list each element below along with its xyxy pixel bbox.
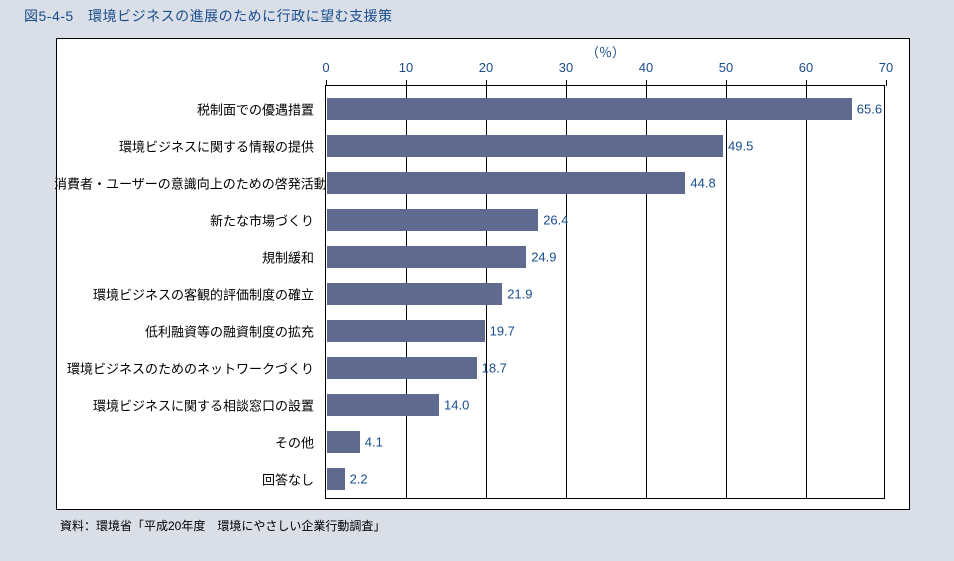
x-tick bbox=[566, 80, 567, 86]
bar bbox=[327, 357, 477, 379]
value-label: 4.1 bbox=[365, 434, 383, 449]
bar-row: 新たな市場づくり26.4 bbox=[326, 201, 884, 238]
bar bbox=[327, 431, 360, 453]
category-label: 環境ビジネスのためのネットワークづくり bbox=[54, 358, 314, 377]
bar-row: 税制面での優遇措置65.6 bbox=[326, 90, 884, 127]
bar bbox=[327, 394, 439, 416]
unit-label: （％） bbox=[586, 42, 625, 61]
bar bbox=[327, 172, 685, 194]
bar bbox=[327, 468, 345, 490]
x-tick bbox=[886, 80, 887, 86]
category-label: 環境ビジネスの客観的評価制度の確立 bbox=[54, 284, 314, 303]
x-tick-label: 60 bbox=[799, 60, 813, 75]
bar-row: 環境ビジネスに関する相談窓口の設置14.0 bbox=[326, 386, 884, 423]
x-tick bbox=[326, 80, 327, 86]
bar bbox=[327, 320, 485, 342]
bar bbox=[327, 209, 538, 231]
bar-row: 回答なし2.2 bbox=[326, 460, 884, 497]
bar-row: 環境ビジネスの客観的評価制度の確立21.9 bbox=[326, 275, 884, 312]
value-label: 24.9 bbox=[531, 249, 556, 264]
x-tick bbox=[726, 80, 727, 86]
category-label: 低利融資等の融資制度の拡充 bbox=[54, 321, 314, 340]
value-label: 19.7 bbox=[490, 323, 515, 338]
x-tick-label: 0 bbox=[322, 60, 329, 75]
x-tick-label: 10 bbox=[399, 60, 413, 75]
source-text: 資料：環境省「平成20年度 環境にやさしい企業行動調査」 bbox=[60, 517, 385, 534]
x-tick-label: 50 bbox=[719, 60, 733, 75]
x-tick-label: 40 bbox=[639, 60, 653, 75]
x-tick bbox=[486, 80, 487, 86]
value-label: 21.9 bbox=[507, 286, 532, 301]
category-label: 回答なし bbox=[54, 469, 314, 488]
value-label: 44.8 bbox=[690, 175, 715, 190]
x-tick-label: 70 bbox=[879, 60, 893, 75]
bar-row: 環境ビジネスのためのネットワークづくり18.7 bbox=[326, 349, 884, 386]
category-label: 環境ビジネスに関する相談窓口の設置 bbox=[54, 395, 314, 414]
value-label: 49.5 bbox=[728, 138, 753, 153]
chart-title: 図5-4-5 環境ビジネスの進展のために行政に望む支援策 bbox=[24, 6, 393, 26]
x-tick bbox=[406, 80, 407, 86]
value-label: 26.4 bbox=[543, 212, 568, 227]
category-label: 消費者・ユーザーの意識向上のための啓発活動 bbox=[54, 173, 314, 192]
x-tick-label: 20 bbox=[479, 60, 493, 75]
value-label: 14.0 bbox=[444, 397, 469, 412]
category-label: 新たな市場づくり bbox=[54, 210, 314, 229]
bar bbox=[327, 283, 502, 305]
bar bbox=[327, 98, 852, 120]
x-tick bbox=[806, 80, 807, 86]
category-label: その他 bbox=[54, 432, 314, 451]
bar-row: 環境ビジネスに関する情報の提供49.5 bbox=[326, 127, 884, 164]
x-tick-label: 30 bbox=[559, 60, 573, 75]
bar-row: 低利融資等の融資制度の拡充19.7 bbox=[326, 312, 884, 349]
plot-area: （％） 010203040506070税制面での優遇措置65.6環境ビジネスに関… bbox=[325, 85, 885, 499]
bar bbox=[327, 135, 723, 157]
category-label: 規制緩和 bbox=[54, 247, 314, 266]
bar-row: 規制緩和24.9 bbox=[326, 238, 884, 275]
value-label: 65.6 bbox=[857, 101, 882, 116]
chart-frame: （％） 010203040506070税制面での優遇措置65.6環境ビジネスに関… bbox=[56, 38, 910, 510]
bar-row: その他4.1 bbox=[326, 423, 884, 460]
bar bbox=[327, 246, 526, 268]
category-label: 税制面での優遇措置 bbox=[54, 99, 314, 118]
value-label: 2.2 bbox=[350, 471, 368, 486]
chart-container: 図5-4-5 環境ビジネスの進展のために行政に望む支援策 （％） 0102030… bbox=[0, 0, 954, 561]
x-tick bbox=[646, 80, 647, 86]
category-label: 環境ビジネスに関する情報の提供 bbox=[54, 136, 314, 155]
bar-row: 消費者・ユーザーの意識向上のための啓発活動44.8 bbox=[326, 164, 884, 201]
value-label: 18.7 bbox=[482, 360, 507, 375]
